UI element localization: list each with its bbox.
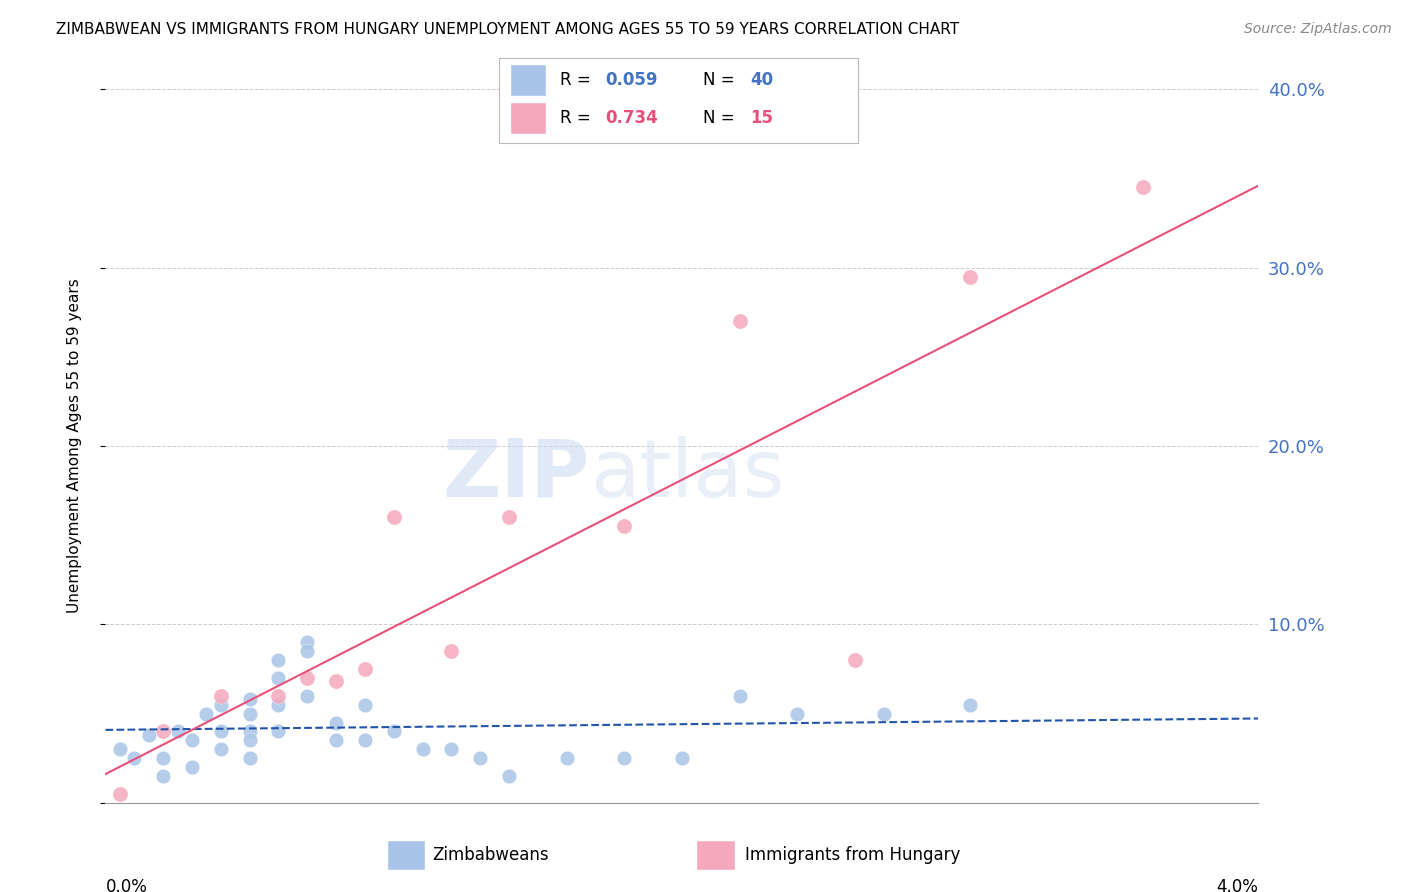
Point (872, 706, 896, 721)
Text: ZIMBABWEAN VS IMMIGRANTS FROM HUNGARY UNEMPLOYMENT AMONG AGES 55 TO 59 YEARS COR: ZIMBABWEAN VS IMMIGRANTS FROM HUNGARY UN… (56, 22, 959, 37)
Point (613, 751, 636, 765)
Text: 0.0%: 0.0% (105, 878, 148, 892)
Point (844, 653, 866, 667)
Point (382, 510, 405, 524)
Point (325, 733, 347, 747)
Point (239, 706, 262, 721)
Point (498, 510, 520, 524)
Point (195, 706, 218, 721)
Point (209, 698, 232, 712)
Text: R =: R = (560, 109, 596, 128)
Point (267, 689, 290, 703)
Point (354, 733, 377, 747)
Text: Immigrants from Hungary: Immigrants from Hungary (745, 846, 960, 863)
FancyBboxPatch shape (510, 64, 546, 96)
Point (555, 751, 578, 765)
Point (267, 724, 290, 739)
Point (209, 689, 232, 703)
Point (267, 671, 290, 685)
Text: N =: N = (703, 109, 741, 128)
Point (412, 742, 434, 756)
Point (239, 733, 262, 747)
Point (671, 751, 693, 765)
Point (138, 728, 160, 742)
Point (239, 751, 262, 765)
Point (297, 671, 319, 685)
Text: 15: 15 (751, 109, 773, 128)
Text: 0.734: 0.734 (605, 109, 658, 128)
FancyBboxPatch shape (510, 102, 546, 134)
Y-axis label: Unemployment Among Ages 55 to 59 years: Unemployment Among Ages 55 to 59 years (67, 278, 82, 614)
Text: Source: ZipAtlas.com: Source: ZipAtlas.com (1244, 22, 1392, 37)
Point (959, 698, 981, 712)
Point (728, 314, 751, 328)
FancyBboxPatch shape (696, 839, 734, 870)
Point (297, 689, 319, 703)
Point (181, 733, 204, 747)
Point (267, 698, 290, 712)
Point (124, 751, 146, 765)
Point (209, 724, 232, 739)
Point (181, 760, 204, 774)
Text: 0.059: 0.059 (605, 71, 658, 89)
Point (325, 715, 347, 730)
Point (267, 653, 290, 667)
Point (470, 751, 492, 765)
Point (239, 692, 262, 706)
Point (108, 787, 131, 801)
Point (1132, 180, 1154, 194)
Text: 40: 40 (751, 71, 773, 89)
Text: R =: R = (560, 71, 596, 89)
Text: ZIP: ZIP (443, 435, 589, 514)
Point (613, 519, 636, 533)
Point (209, 742, 232, 756)
Point (382, 724, 405, 739)
Text: 4.0%: 4.0% (1216, 878, 1258, 892)
Point (297, 635, 319, 649)
Point (239, 724, 262, 739)
Text: N =: N = (703, 71, 741, 89)
Point (440, 742, 463, 756)
Point (152, 769, 174, 783)
Point (152, 751, 174, 765)
Text: Zimbabweans: Zimbabweans (433, 846, 548, 863)
Text: atlas: atlas (589, 435, 785, 514)
Point (354, 698, 377, 712)
Point (498, 769, 520, 783)
Point (786, 706, 808, 721)
Point (440, 644, 463, 658)
Point (959, 269, 981, 284)
Point (325, 674, 347, 689)
Point (297, 644, 319, 658)
Point (108, 742, 131, 756)
Point (152, 724, 174, 739)
Point (728, 689, 751, 703)
Point (354, 662, 377, 676)
FancyBboxPatch shape (387, 839, 425, 870)
Point (166, 724, 188, 739)
